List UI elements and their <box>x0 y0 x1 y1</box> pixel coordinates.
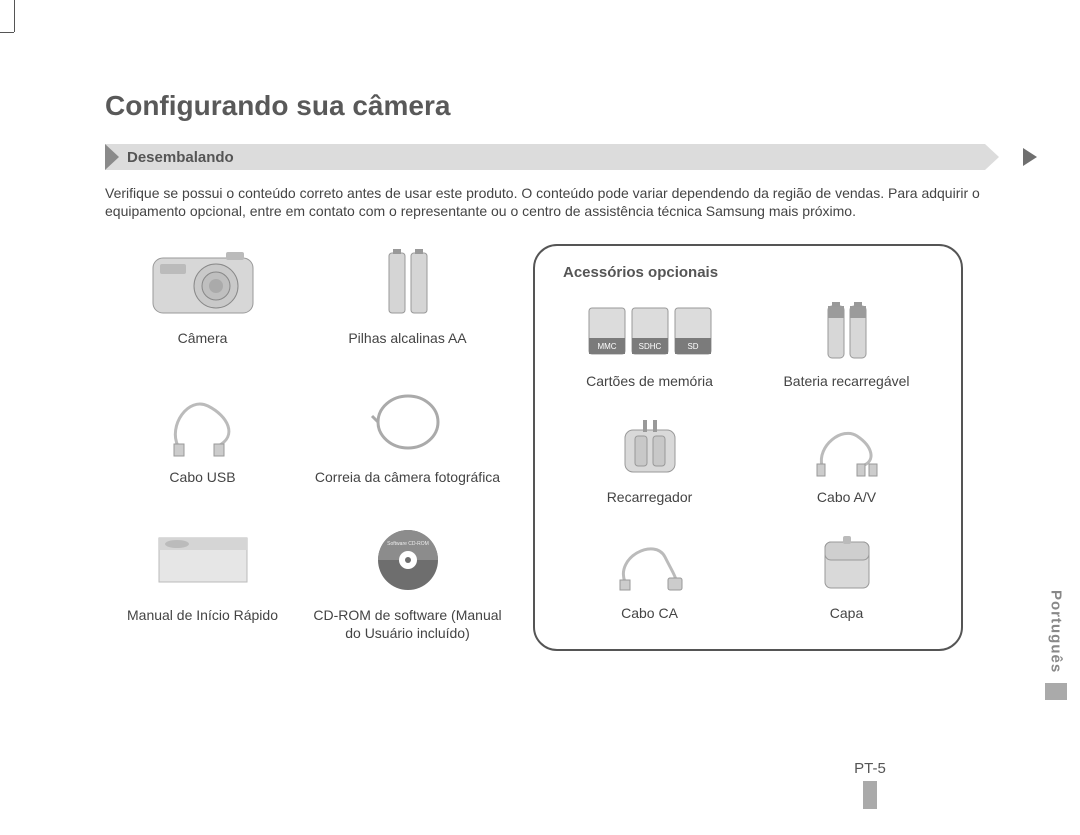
item-label: Cabo CA <box>551 605 748 621</box>
continue-arrow-icon <box>1023 148 1037 166</box>
svg-text:Software CD-ROM: Software CD-ROM <box>387 541 429 547</box>
crop-mark <box>14 0 15 32</box>
item-quickstart: Manual de Início Rápido <box>105 521 300 651</box>
av-cable-icon <box>748 411 945 483</box>
page-number-text: PT-5 <box>854 760 886 777</box>
item-label: Correia da câmera fotográfica <box>310 469 505 487</box>
content-row: Câmera Pilhas alcalinas AA <box>105 244 985 651</box>
svg-text:SDHC: SDHC <box>638 342 661 351</box>
svg-text:SD: SD <box>687 342 698 351</box>
opt-case: Capa <box>748 527 945 621</box>
svg-text:MMC: MMC <box>597 342 616 351</box>
opt-av-cable: Cabo A/V <box>748 411 945 505</box>
item-label: Cabo USB <box>105 469 300 487</box>
opt-memory-cards: MMC SDHC SD <box>551 295 748 389</box>
ac-cable-icon <box>551 527 748 599</box>
item-label: CD-ROM de software (Manual do Usuário in… <box>310 607 505 642</box>
memory-cards-icon: MMC SDHC SD <box>551 295 748 367</box>
optional-title: Acessórios opcionais <box>563 264 945 281</box>
intro-text: Verifique se possui o conteúdo correto a… <box>105 184 985 220</box>
item-label: Bateria recarregável <box>748 373 945 389</box>
item-label: Pilhas alcalinas AA <box>310 330 505 348</box>
item-cdrom: Software CD-ROM CD-ROM de software (Manu… <box>310 521 505 651</box>
manual-icon <box>105 521 300 599</box>
page-content: Configurando sua câmera Desembalando Ver… <box>105 90 985 651</box>
crop-mark <box>0 32 14 33</box>
tab-bar-icon <box>1045 683 1067 700</box>
included-items-grid: Câmera Pilhas alcalinas AA <box>105 244 505 651</box>
section-label: Desembalando <box>127 149 234 166</box>
language-label: Português <box>1048 590 1065 673</box>
item-camera: Câmera <box>105 244 300 357</box>
section-banner: Desembalando <box>105 144 985 170</box>
cdrom-icon: Software CD-ROM <box>310 521 505 599</box>
page-marker-icon <box>863 781 877 809</box>
optional-accessories-box: Acessórios opcionais MMC <box>533 244 963 651</box>
opt-rechargeable: Bateria recarregável <box>748 295 945 389</box>
item-label: Recarregador <box>551 489 748 505</box>
page-title: Configurando sua câmera <box>105 90 985 122</box>
rechargeable-battery-icon <box>748 295 945 367</box>
item-usb: Cabo USB <box>105 383 300 496</box>
strap-icon <box>310 383 505 461</box>
item-label: Cartões de memória <box>551 373 748 389</box>
camera-icon <box>105 244 300 322</box>
case-icon <box>748 527 945 599</box>
item-label: Manual de Início Rápido <box>105 607 300 625</box>
batteries-icon <box>310 244 505 322</box>
page-number: PT-5 <box>830 760 910 809</box>
item-label: Capa <box>748 605 945 621</box>
usb-cable-icon <box>105 383 300 461</box>
item-strap: Correia da câmera fotográfica <box>310 383 505 496</box>
item-label: Câmera <box>105 330 300 348</box>
item-label: Cabo A/V <box>748 489 945 505</box>
opt-charger: Recarregador <box>551 411 748 505</box>
item-batteries: Pilhas alcalinas AA <box>310 244 505 357</box>
charger-icon <box>551 411 748 483</box>
opt-ac-cable: Cabo CA <box>551 527 748 621</box>
language-tab: Português <box>1040 590 1072 700</box>
optional-grid: MMC SDHC SD <box>551 295 945 621</box>
